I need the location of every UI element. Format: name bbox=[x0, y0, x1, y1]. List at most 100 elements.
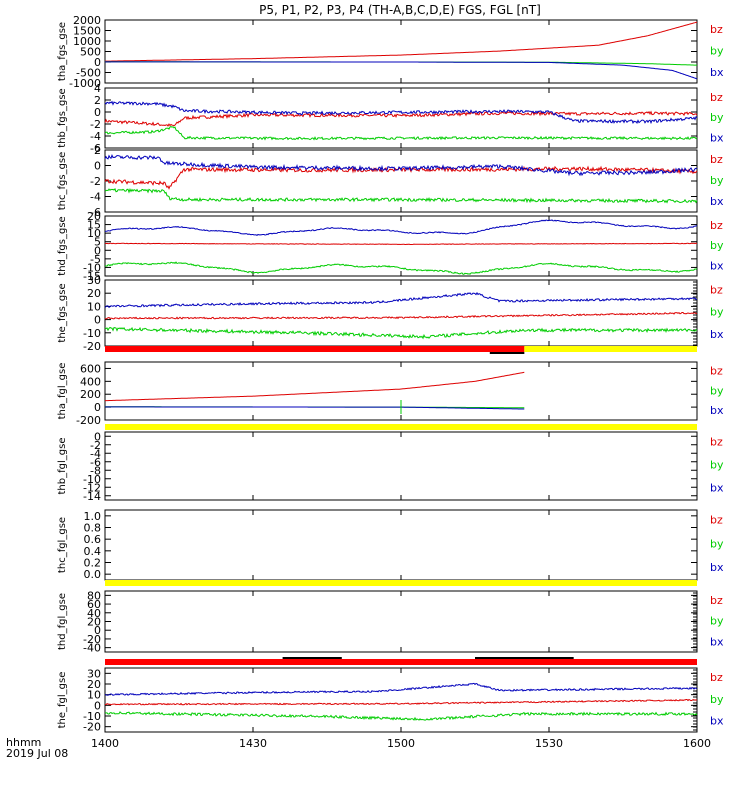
y-tick-label: -200 bbox=[76, 414, 101, 427]
panel-frame bbox=[104, 431, 698, 501]
y-tick-label: 0.2 bbox=[84, 557, 102, 570]
y-tick-label: -10 bbox=[83, 261, 101, 274]
y-tick-label: -12 bbox=[83, 481, 101, 494]
legend-by: by bbox=[710, 615, 724, 628]
y-tick-label: 500 bbox=[80, 46, 101, 59]
x-tick-label: 1400 bbox=[91, 737, 119, 750]
y-tick-label: -1000 bbox=[69, 77, 101, 90]
y-tick-label: 0 bbox=[94, 106, 101, 119]
y-tick-label: -20 bbox=[83, 340, 101, 353]
series-bx bbox=[104, 219, 698, 237]
y-tick-label: -15 bbox=[83, 270, 101, 283]
series-bz bbox=[104, 242, 698, 246]
series-bx bbox=[105, 61, 698, 80]
legend-bz: bz bbox=[710, 671, 723, 684]
legend-bz: bz bbox=[710, 365, 723, 378]
series-bz bbox=[104, 21, 698, 62]
y-tick-label: 2 bbox=[94, 144, 101, 157]
y-tick-label: 60 bbox=[87, 598, 101, 611]
legend-bz: bz bbox=[710, 435, 723, 448]
legend-bz: bz bbox=[710, 153, 723, 166]
x-axis-label-hhmm: hhmm bbox=[6, 736, 41, 749]
y-tick-label: 400 bbox=[80, 375, 101, 388]
y-tick-label: 0 bbox=[94, 401, 101, 414]
series-by bbox=[104, 326, 698, 340]
series-bz bbox=[104, 312, 698, 320]
y-tick-label: -2 bbox=[90, 439, 101, 452]
y-tick-label: 10 bbox=[87, 300, 101, 313]
y-tick-label: 20 bbox=[87, 210, 101, 223]
legend-bz: bz bbox=[710, 594, 723, 607]
y-tick-label: -20 bbox=[83, 633, 101, 646]
series-bx bbox=[104, 153, 698, 177]
y-tick-label: 20 bbox=[87, 287, 101, 300]
y-axis-label: thb_fgs_gse bbox=[57, 88, 68, 147]
y-tick-label: 1.0 bbox=[84, 510, 102, 523]
y-tick-label: -6 bbox=[90, 206, 101, 219]
panel-frame bbox=[104, 590, 698, 653]
y-tick-label: -2 bbox=[90, 118, 101, 131]
series-bx bbox=[104, 100, 698, 125]
y-tick-label: 80 bbox=[87, 589, 101, 602]
legend-bx: bx bbox=[710, 66, 724, 79]
y-tick-label: -6 bbox=[90, 456, 101, 469]
y-tick-label: 0.4 bbox=[84, 545, 102, 558]
chart-title: P5, P1, P2, P3, P4 (TH-A,B,C,D,E) FGS, F… bbox=[259, 3, 541, 17]
y-tick-label: -10 bbox=[83, 473, 101, 486]
series-by bbox=[104, 261, 698, 275]
y-tick-label: 10 bbox=[87, 227, 101, 240]
y-axis-label: the_fgl_gse bbox=[57, 672, 68, 729]
y-tick-label: 2000 bbox=[73, 14, 101, 27]
series-bx bbox=[104, 682, 698, 696]
legend-bx: bx bbox=[710, 635, 724, 648]
y-tick-label: -2 bbox=[90, 175, 101, 188]
legend-bz: bz bbox=[710, 23, 723, 36]
y-tick-label: -4 bbox=[90, 191, 101, 204]
panel-frame bbox=[104, 149, 698, 213]
y-tick-label: -40 bbox=[83, 642, 101, 655]
legend-by: by bbox=[710, 693, 724, 706]
y-tick-label: -20 bbox=[83, 721, 101, 734]
y-tick-label: 1500 bbox=[73, 25, 101, 38]
panel-thc_fgl_gse: 0.00.20.40.60.81.0 thc_fgl_gse bz by bx bbox=[57, 509, 724, 581]
legend-bx: bx bbox=[710, 195, 724, 208]
y-tick-label: 200 bbox=[80, 388, 101, 401]
y-tick-label: -10 bbox=[83, 710, 101, 723]
panel-frame bbox=[104, 19, 698, 84]
legend-bx: bx bbox=[710, 561, 724, 574]
panel-frame bbox=[104, 509, 698, 581]
y-axis-label: thd_fgl_gse bbox=[57, 593, 68, 650]
legend-by: by bbox=[710, 174, 724, 187]
y-tick-label: 0.6 bbox=[84, 533, 102, 546]
y-tick-label: 30 bbox=[87, 667, 101, 680]
y-tick-label: -5 bbox=[90, 253, 101, 266]
y-tick-label: 20 bbox=[87, 616, 101, 629]
panel-thb_fgl_gse: -14-12-10-8-6-4-20 thb_fgl_gse bz by bx bbox=[57, 424, 724, 503]
y-tick-label: 0 bbox=[94, 160, 101, 173]
legend-by: by bbox=[710, 384, 724, 397]
status-bar-yellow bbox=[105, 580, 697, 586]
y-tick-label: 1000 bbox=[73, 35, 101, 48]
y-tick-label: -8 bbox=[90, 464, 101, 477]
legend-bx: bx bbox=[710, 328, 724, 341]
legend-by: by bbox=[710, 459, 724, 472]
legend-bx: bx bbox=[710, 260, 724, 273]
status-bar-black-segment bbox=[489, 352, 525, 354]
y-tick-label: 20 bbox=[87, 678, 101, 691]
status-bar-yellow bbox=[105, 424, 697, 430]
y-tick-label: 0 bbox=[94, 699, 101, 712]
y-axis-label: thb_fgl_gse bbox=[57, 438, 68, 495]
legend-by: by bbox=[710, 537, 724, 550]
y-axis-label: tha_fgl_gse bbox=[57, 363, 68, 420]
legend-bx: bx bbox=[710, 404, 724, 417]
x-axis-label-date: 2019 Jul 08 bbox=[6, 747, 68, 760]
series-by bbox=[104, 126, 698, 141]
